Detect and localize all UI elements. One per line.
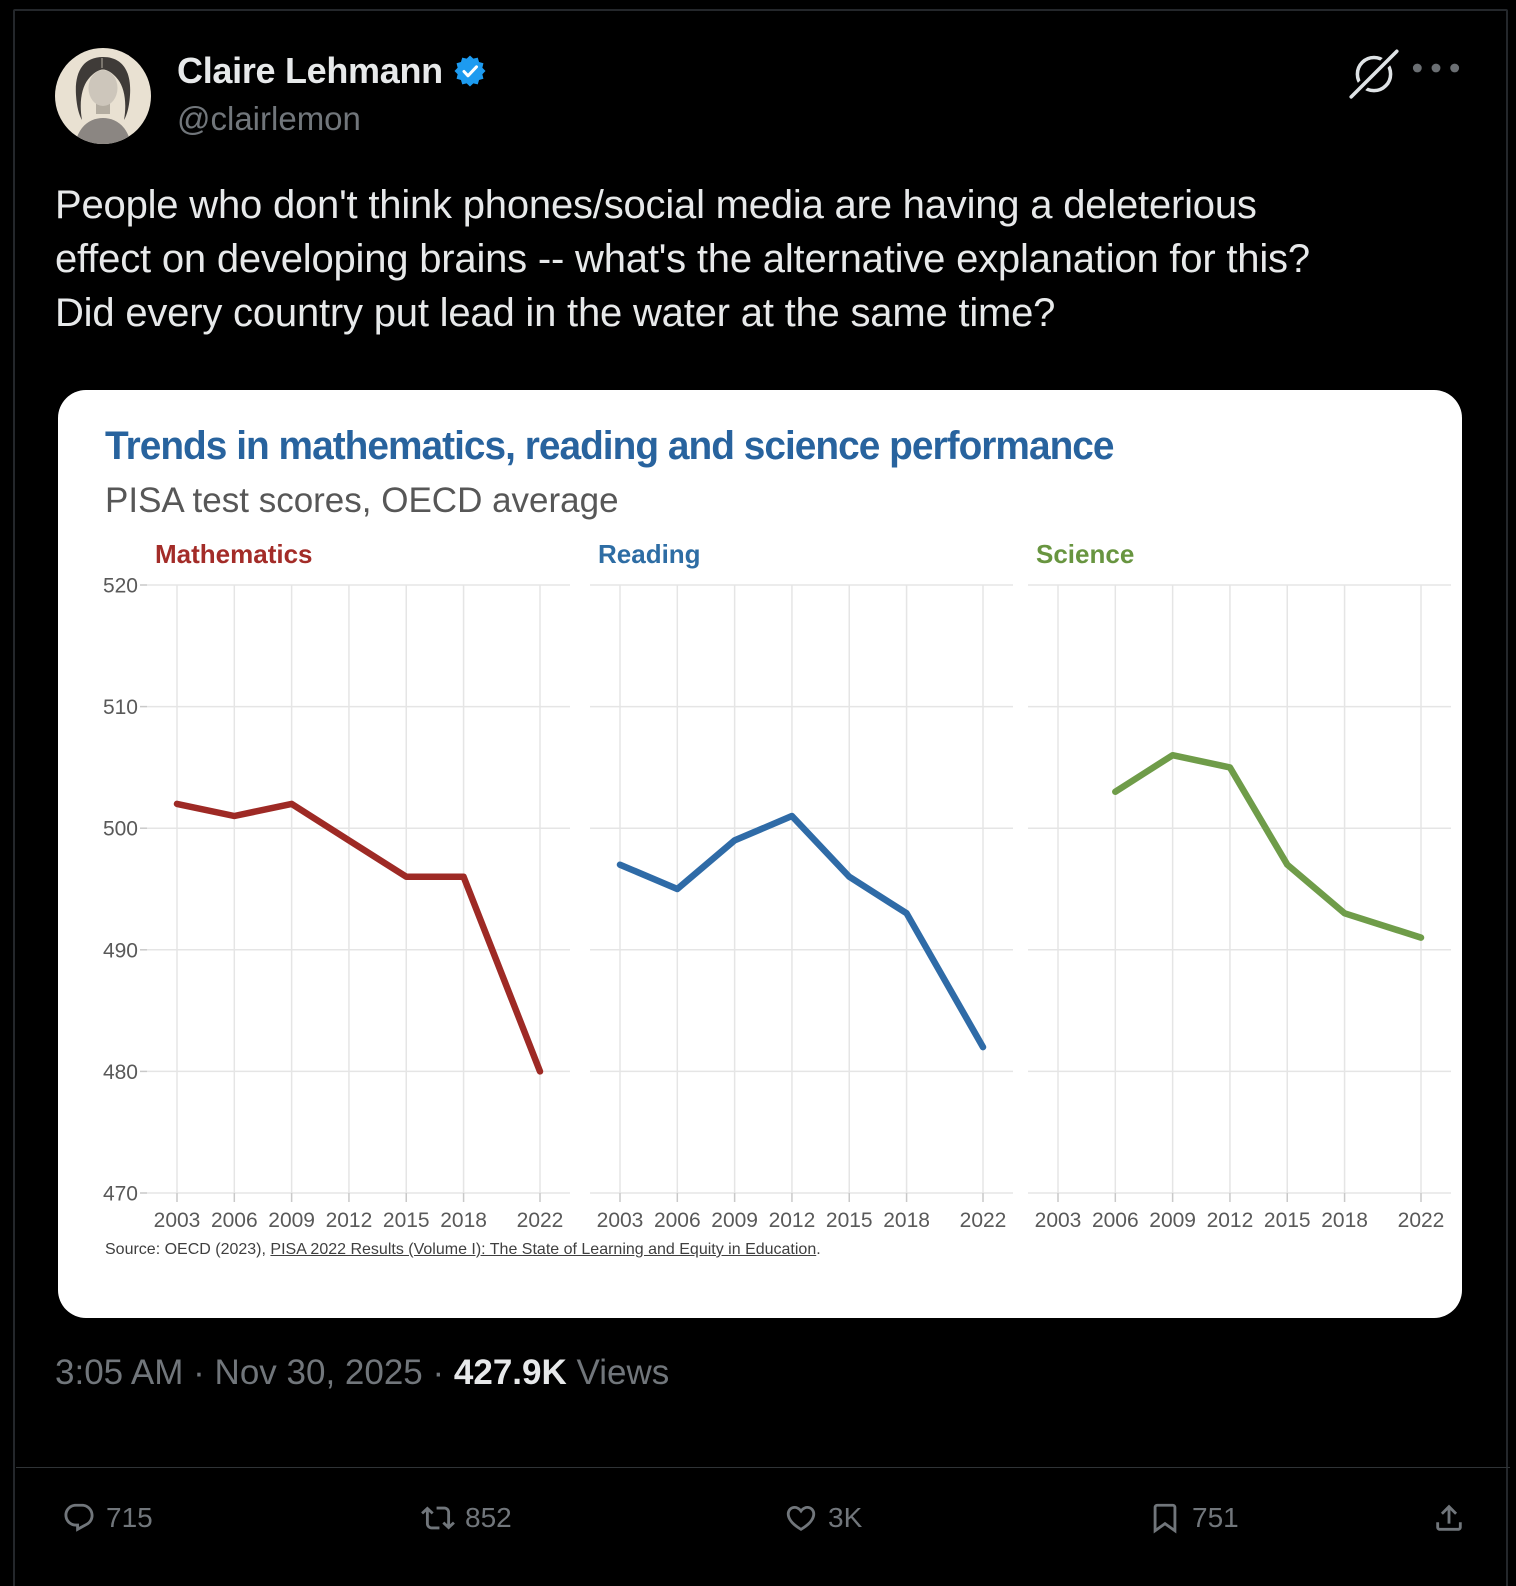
repost-count: 852 bbox=[465, 1502, 512, 1533]
source-citation-link: PISA 2022 Results (Volume I): The State … bbox=[270, 1241, 817, 1258]
x-tick-label: 2022 bbox=[1398, 1209, 1445, 1232]
y-tick-label: 480 bbox=[103, 1061, 138, 1084]
x-tick-label: 2018 bbox=[883, 1209, 930, 1232]
bookmark-icon bbox=[1153, 1503, 1177, 1534]
x-tick-label: 2012 bbox=[1207, 1209, 1254, 1232]
verified-badge-icon bbox=[454, 55, 486, 87]
reply-count: 715 bbox=[106, 1502, 153, 1533]
tweet-text-line: effect on developing brains -- what's th… bbox=[55, 237, 1310, 281]
panel-title-science: Science bbox=[1036, 539, 1134, 569]
repost-icon bbox=[421, 1506, 455, 1530]
tweet-text-line: People who don't think phones/social med… bbox=[55, 183, 1257, 227]
x-tick-label: 2015 bbox=[826, 1209, 873, 1232]
like-button[interactable]: 3K bbox=[784, 1496, 862, 1540]
tweet-text-line: Did every country put lead in the water … bbox=[55, 291, 1056, 335]
x-tick-label: 2003 bbox=[154, 1209, 201, 1232]
name-row[interactable]: Claire Lehmann bbox=[177, 50, 487, 92]
y-tick-label: 510 bbox=[103, 696, 138, 719]
x-tick-label: 2012 bbox=[769, 1209, 816, 1232]
grok-actions-button[interactable] bbox=[1346, 44, 1402, 101]
x-tick-label: 2006 bbox=[654, 1209, 701, 1232]
x-tick-label: 2006 bbox=[1092, 1209, 1139, 1232]
source-prefix: Source: OECD (2023), bbox=[105, 1241, 271, 1258]
x-tick-label: 2015 bbox=[1264, 1209, 1311, 1232]
like-count: 3K bbox=[828, 1502, 863, 1533]
x-tick-label: 2009 bbox=[268, 1209, 315, 1232]
x-tick-label: 2022 bbox=[960, 1209, 1007, 1232]
more-menu-button[interactable] bbox=[1408, 56, 1464, 90]
panel-title-mathematics: Mathematics bbox=[155, 539, 313, 569]
views-count: 427.9K bbox=[453, 1353, 567, 1392]
reply-button[interactable]: 715 bbox=[62, 1496, 153, 1540]
mathematics-trend-line bbox=[173, 800, 544, 1075]
meta-separator: · bbox=[193, 1353, 205, 1392]
x-tick-label: 2018 bbox=[1321, 1209, 1368, 1232]
share-button[interactable] bbox=[1432, 1496, 1466, 1540]
post-time: 3:05 AM bbox=[55, 1353, 184, 1392]
reading-trend-line bbox=[616, 812, 987, 1051]
x-tick-label: 2003 bbox=[597, 1209, 644, 1232]
pisa-trend-charts: 2003 2006 2009 2012 2015 2018 2022 470 480 490 500… bbox=[103, 539, 1451, 1232]
like-icon bbox=[786, 1505, 816, 1531]
user-handle[interactable]: @clairlemon bbox=[177, 100, 361, 137]
chart-source: Source: OECD (2023), PISA 2022 Results (… bbox=[105, 1241, 1462, 1259]
x-tick-label: 2015 bbox=[383, 1209, 430, 1232]
bookmark-button[interactable]: 751 bbox=[1148, 1496, 1239, 1540]
meta-separator: · bbox=[432, 1353, 445, 1392]
y-tick-label: 470 bbox=[103, 1183, 138, 1206]
chart-title: Trends in mathematics, reading and scien… bbox=[105, 424, 1114, 468]
y-tick-label: 520 bbox=[103, 575, 138, 598]
tweet-text: People who don't think phones/social med… bbox=[55, 178, 1465, 340]
share-icon bbox=[1436, 1504, 1462, 1531]
science-trend-line bbox=[1112, 751, 1425, 941]
panel-title-reading: Reading bbox=[598, 539, 701, 569]
x-tick-label: 2012 bbox=[326, 1209, 373, 1232]
x-tick-label: 2009 bbox=[1149, 1209, 1196, 1232]
source-suffix: . bbox=[816, 1241, 821, 1258]
display-name[interactable]: Claire Lehmann bbox=[177, 50, 443, 91]
views-label: Views bbox=[576, 1353, 670, 1392]
reply-icon bbox=[64, 1503, 94, 1532]
post-date: Nov 30, 2025 bbox=[214, 1353, 423, 1392]
embedded-chart-image[interactable]: Trends in mathematics, reading and scien… bbox=[58, 390, 1462, 1318]
grok-slash-icon bbox=[1347, 47, 1401, 101]
y-tick-label: 500 bbox=[103, 818, 138, 841]
x-tick-label: 2006 bbox=[211, 1209, 258, 1232]
avatar[interactable] bbox=[55, 48, 151, 144]
x-tick-label: 2009 bbox=[711, 1209, 758, 1232]
x-tick-label: 2018 bbox=[440, 1209, 487, 1232]
x-tick-label: 2022 bbox=[517, 1209, 564, 1232]
y-tick-label: 490 bbox=[103, 939, 138, 962]
divider bbox=[16, 1467, 1510, 1468]
bookmark-count: 751 bbox=[1192, 1502, 1239, 1533]
tweet-meta: 3:05 AM · Nov 30, 2025 · 427.9K Views bbox=[55, 1353, 669, 1393]
ellipsis-icon bbox=[1412, 63, 1460, 73]
avatar-portrait bbox=[55, 48, 151, 144]
repost-button[interactable]: 852 bbox=[421, 1496, 512, 1540]
chart-subtitle: PISA test scores, OECD average bbox=[105, 481, 619, 520]
x-tick-label: 2003 bbox=[1035, 1209, 1082, 1232]
